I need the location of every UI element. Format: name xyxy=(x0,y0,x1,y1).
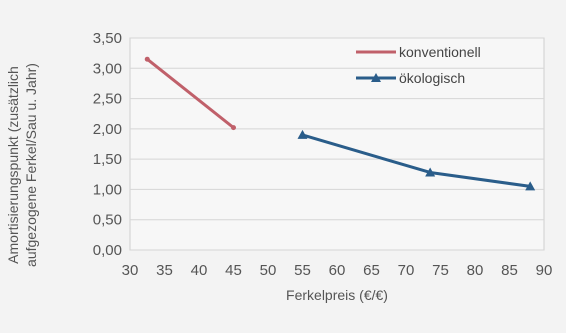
x-axis-label: Ferkelpreis (€/€) xyxy=(286,287,388,303)
x-tick-label: 45 xyxy=(225,262,242,279)
x-tick-label: 65 xyxy=(363,262,380,279)
x-tick-labels: 30 35 40 45 50 55 60 65 70 75 80 85 90 xyxy=(122,262,553,279)
legend-label-konventionell: konventionell xyxy=(399,44,481,60)
y-tick-label: 0,50 xyxy=(93,212,122,229)
data-point-1 xyxy=(525,181,536,191)
legend-marker-oekologisch xyxy=(371,73,381,82)
series-line-0 xyxy=(146,58,235,129)
data-point-1 xyxy=(425,167,436,177)
legend: konventionell ökologisch xyxy=(356,44,481,86)
y-tick-label: 3,00 xyxy=(93,60,122,77)
x-tick-label: 75 xyxy=(432,262,449,279)
grid xyxy=(130,37,544,251)
y-tick-label: 1,50 xyxy=(93,151,122,168)
y-tick-label: 2,50 xyxy=(93,91,122,108)
y-axis-label-line1: Amortisierungspunkt (zusätzlich xyxy=(5,66,21,264)
x-tick-label: 85 xyxy=(501,262,518,279)
legend-label-oekologisch: ökologisch xyxy=(399,70,465,86)
x-tick-label: 70 xyxy=(398,262,415,279)
data-point-0 xyxy=(231,125,236,131)
x-tick-label: 60 xyxy=(329,262,346,279)
data-point-1 xyxy=(297,129,308,139)
y-tick-label: 1,00 xyxy=(93,181,122,198)
x-tick-label: 30 xyxy=(122,262,139,279)
y-tick-label: 3,50 xyxy=(93,30,122,47)
x-tick-label: 80 xyxy=(467,262,484,279)
x-tick-label: 40 xyxy=(191,262,208,279)
x-tick-label: 90 xyxy=(536,262,553,279)
series-layer xyxy=(144,56,536,191)
x-tick-label: 35 xyxy=(156,262,173,279)
data-point-0 xyxy=(144,56,150,62)
y-tick-label: 0,00 xyxy=(93,242,122,259)
y-axis-label-line2: aufgezogene Ferkel/Sau u. Jahr) xyxy=(23,63,39,267)
x-tick-label: 50 xyxy=(260,262,277,279)
x-tick-label: 55 xyxy=(294,262,311,279)
y-tick-label: 2,00 xyxy=(93,121,122,138)
y-tick-labels: 0,00 0,50 1,00 1,50 2,00 2,50 3,00 3,50 xyxy=(93,30,122,259)
